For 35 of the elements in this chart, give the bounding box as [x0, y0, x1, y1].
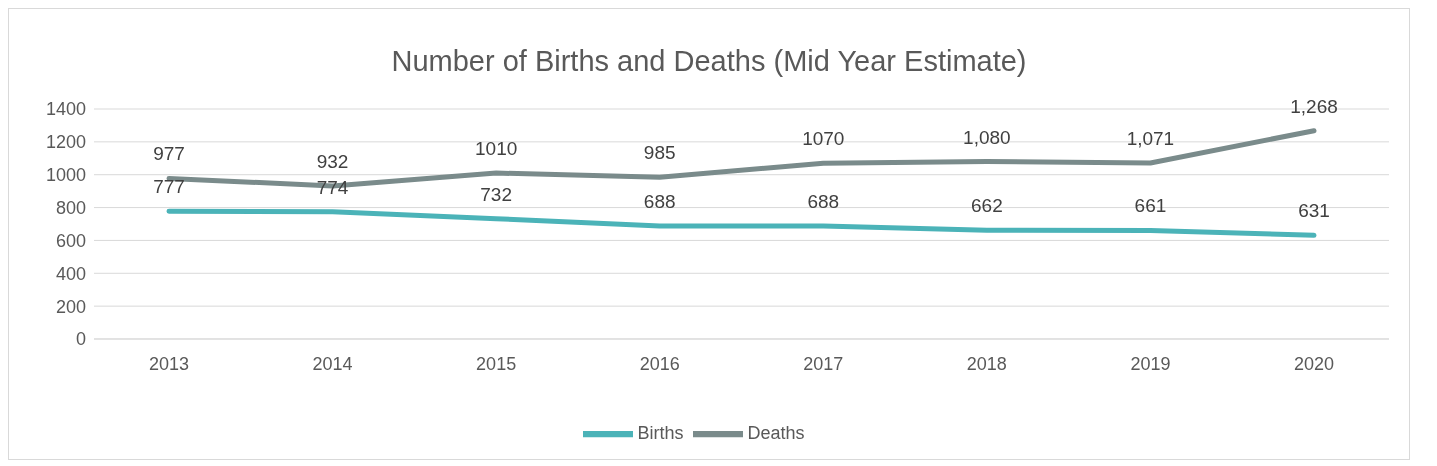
y-tick-label: 800 [55, 197, 86, 218]
data-label: 774 [316, 176, 349, 198]
data-label: 932 [316, 150, 349, 172]
data-label: 631 [1298, 200, 1330, 222]
data-label: 688 [807, 190, 840, 212]
x-tick-label: 2015 [476, 353, 517, 374]
y-tick-label: 0 [75, 329, 86, 350]
x-tick-label: 2019 [1130, 353, 1171, 374]
x-tick-label: 2017 [803, 353, 844, 374]
y-tick-label: 1000 [45, 165, 86, 186]
x-tick-label: 2016 [639, 353, 680, 374]
y-tick-label: 400 [55, 263, 86, 284]
data-label: 732 [480, 183, 512, 205]
y-tick-label: 600 [55, 230, 86, 251]
data-label: 1070 [802, 128, 845, 150]
data-label: 777 [153, 176, 185, 198]
data-label: 977 [153, 143, 185, 165]
legend-label: Births [637, 422, 684, 443]
legend-label: Deaths [747, 422, 805, 443]
data-label: 662 [971, 195, 1003, 217]
x-tick-label: 2013 [148, 353, 190, 374]
y-tick-label: 200 [55, 296, 86, 317]
data-label: 985 [643, 142, 676, 164]
data-label: 1,080 [963, 126, 1011, 148]
x-tick-label: 2020 [1293, 353, 1335, 374]
data-label: 688 [643, 190, 676, 212]
data-label: 1,071 [1126, 128, 1175, 150]
y-tick-label: 1400 [45, 99, 86, 120]
x-tick-label: 2018 [966, 353, 1007, 374]
x-tick-label: 2014 [312, 353, 353, 374]
chart-title: Number of Births and Deaths (Mid Year Estimate) [390, 44, 1028, 79]
data-label: 661 [1134, 195, 1167, 217]
data-label: 1,268 [1290, 95, 1338, 117]
y-tick-label: 1200 [45, 132, 86, 153]
data-label: 1010 [475, 138, 518, 160]
